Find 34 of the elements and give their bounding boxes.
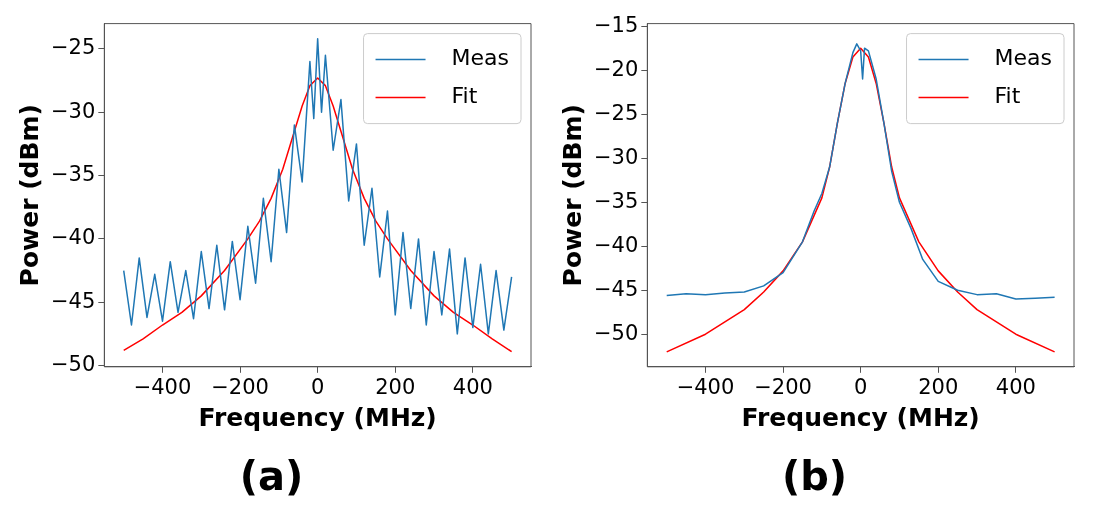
y-tick-label: −30 bbox=[50, 98, 96, 123]
y-tick-label: −35 bbox=[50, 162, 96, 187]
x-tick-label: −400 bbox=[676, 374, 735, 399]
y-tick-label: −40 bbox=[593, 232, 639, 257]
y-tick-label: −45 bbox=[593, 276, 639, 301]
x-tick-label: −400 bbox=[133, 374, 192, 399]
x-tick-label: 200 bbox=[918, 374, 959, 399]
x-tick-label: 0 bbox=[853, 374, 868, 399]
y-axis-title: Power (dBm) bbox=[14, 103, 44, 287]
legend-label: Fit bbox=[994, 83, 1021, 109]
x-tick-label: 200 bbox=[375, 374, 416, 399]
y-tick-label: −15 bbox=[593, 12, 639, 37]
legend-label: Meas bbox=[994, 45, 1053, 71]
y-tick-label: −50 bbox=[50, 351, 96, 376]
y-tick-label: −25 bbox=[50, 35, 96, 60]
x-tick-label: −200 bbox=[211, 374, 269, 399]
y-tick-label: −25 bbox=[593, 100, 639, 125]
y-tick-label: −30 bbox=[593, 144, 639, 169]
y-tick-label: −50 bbox=[593, 320, 639, 345]
x-tick-label: −200 bbox=[754, 374, 812, 399]
y-tick-label: −40 bbox=[50, 225, 96, 250]
y-tick-label: −45 bbox=[50, 288, 96, 313]
legend-label: Meas bbox=[451, 45, 510, 71]
y-tick-label: −35 bbox=[593, 188, 639, 213]
text: (b) bbox=[781, 453, 848, 500]
x-axis-title: Frequency (MHz) bbox=[198, 402, 437, 432]
x-tick-label: 400 bbox=[452, 374, 493, 399]
legend-label: Fit bbox=[451, 83, 478, 109]
x-tick-label: 0 bbox=[310, 374, 325, 399]
x-axis-title: Frequency (MHz) bbox=[741, 402, 980, 432]
y-axis-title: Power (dBm) bbox=[557, 103, 587, 287]
y-tick-label: −20 bbox=[593, 56, 639, 81]
x-tick-label: 400 bbox=[995, 374, 1036, 399]
text: (a) bbox=[239, 453, 304, 500]
